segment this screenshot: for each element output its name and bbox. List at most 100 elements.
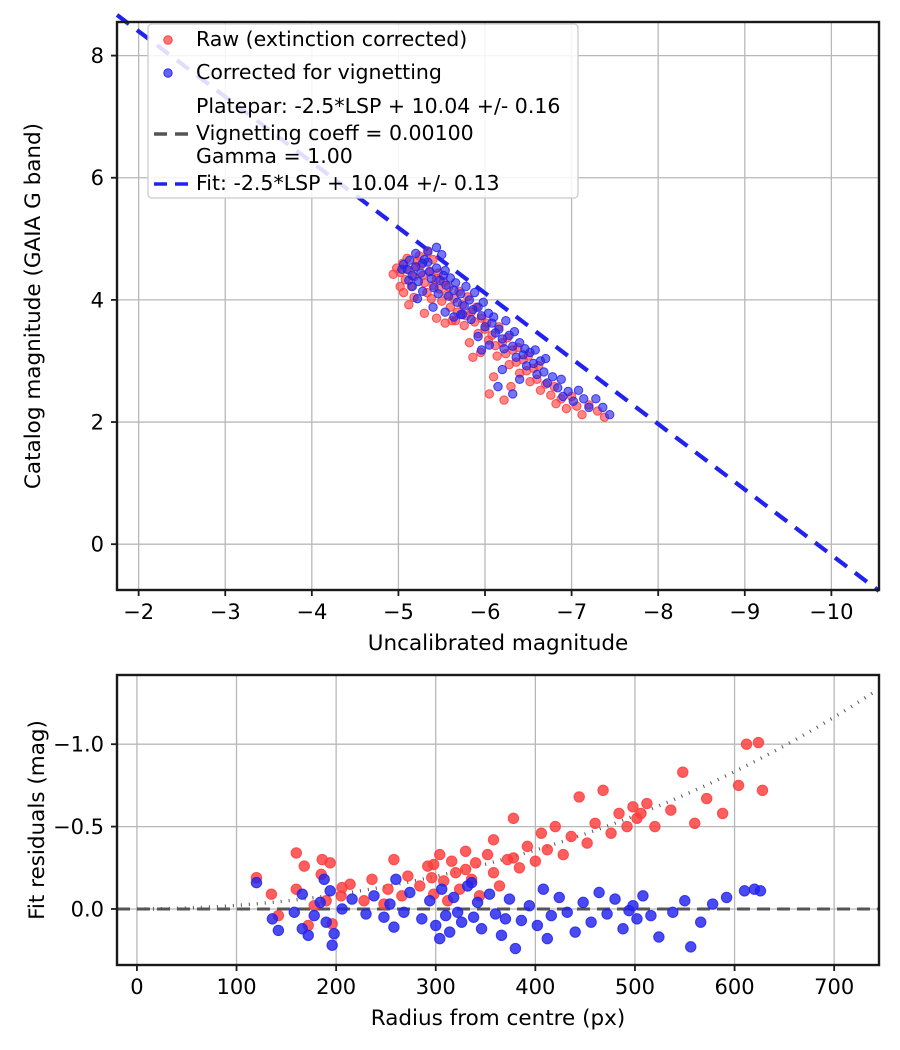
data-point	[553, 891, 565, 904]
data-point	[508, 389, 518, 399]
data-point	[509, 942, 522, 955]
x-tick-label: −10	[809, 600, 853, 624]
y-tick-label: 2	[91, 411, 104, 435]
data-point	[471, 896, 484, 909]
data-point	[288, 906, 301, 918]
data-point	[324, 885, 336, 897]
data-point	[577, 410, 587, 420]
y-tick-label: −0.5	[53, 815, 104, 839]
data-point	[621, 820, 633, 833]
data-point	[754, 885, 767, 897]
data-point	[695, 916, 707, 928]
data-point	[426, 273, 437, 284]
y-tick-label: 6	[91, 166, 104, 190]
data-point	[467, 911, 480, 923]
vignetting-curve	[136, 690, 875, 911]
data-point	[679, 895, 691, 907]
data-point	[290, 847, 302, 859]
data-point	[487, 834, 500, 846]
data-point	[581, 837, 593, 849]
data-point	[296, 888, 308, 900]
data-point	[501, 315, 511, 326]
data-point	[598, 402, 608, 413]
data-point	[738, 885, 751, 897]
data-point	[451, 906, 464, 918]
data-point	[390, 873, 402, 886]
data-point	[434, 932, 446, 945]
x-tick-label: −4	[296, 600, 327, 624]
legend-marker-dot	[163, 35, 173, 45]
data-point	[428, 858, 440, 871]
legend-label: Corrected for vignetting	[196, 60, 442, 84]
axes-frame	[115, 20, 881, 592]
data-point	[556, 374, 566, 384]
x-axis-label: Radius from centre (px)	[371, 1006, 625, 1031]
data-point	[433, 289, 443, 299]
x-tick-label: 600	[715, 975, 755, 999]
data-point	[677, 766, 689, 778]
data-point	[426, 871, 438, 884]
data-point	[605, 827, 617, 839]
data-point	[437, 249, 447, 260]
y-tick-label: 0	[91, 533, 104, 557]
data-point	[316, 853, 328, 866]
data-point	[461, 281, 471, 292]
data-point	[388, 269, 398, 279]
y-tick-label: 8	[91, 44, 104, 68]
data-point	[336, 903, 348, 915]
data-point	[579, 394, 589, 404]
data-point	[584, 402, 594, 413]
data-point	[488, 312, 499, 322]
data-point	[535, 827, 548, 839]
legend-item: Corrected for vignetting	[163, 60, 442, 84]
data-point	[388, 853, 400, 866]
data-point	[557, 848, 569, 861]
x-tick-label: 100	[216, 975, 256, 999]
data-point	[589, 817, 601, 829]
legend: Raw (extinction corrected) Corrected for …	[147, 23, 579, 199]
x-tick-label: −8	[643, 600, 674, 624]
legend-item: Vignetting coeff = 0.00100	[154, 121, 474, 145]
data-point	[514, 337, 525, 348]
data-point	[404, 275, 414, 286]
x-tick-label: 400	[515, 975, 555, 999]
scatter-series-corrected	[250, 873, 767, 955]
y-tick-label: 4	[91, 288, 104, 312]
data-point	[441, 280, 451, 290]
data-point	[601, 908, 613, 920]
data-point	[449, 312, 459, 322]
data-point	[563, 386, 573, 397]
data-point	[417, 286, 428, 297]
scatter-series-corrected	[397, 242, 615, 420]
axis-ticks: −2 −3 −4 −5 −6 −7 −8 −9 −10 0 2 4 6 8	[91, 44, 854, 624]
data-point	[265, 888, 278, 900]
data-point	[513, 862, 526, 874]
data-point	[537, 883, 550, 895]
data-point	[631, 913, 643, 925]
data-point	[412, 293, 423, 304]
legend-label: Raw (extinction corrected)	[196, 27, 467, 51]
data-point	[645, 909, 657, 922]
data-point	[700, 792, 713, 805]
data-point	[653, 931, 665, 943]
data-point	[521, 840, 534, 853]
data-point	[308, 909, 320, 922]
x-tick-label: −5	[383, 600, 414, 624]
data-point	[416, 268, 426, 278]
data-point	[541, 843, 554, 856]
y-tick-label: −1.0	[53, 733, 104, 757]
data-point	[605, 410, 615, 420]
data-point	[613, 807, 625, 820]
data-point	[336, 881, 348, 894]
data-point	[542, 378, 553, 388]
data-point	[419, 308, 430, 319]
data-point	[540, 353, 551, 364]
data-point	[641, 797, 653, 810]
data-point	[250, 876, 263, 889]
data-point	[346, 893, 358, 905]
legend-label: Platepar: -2.5*LSP + 10.04 +/- 0.16	[196, 94, 560, 118]
data-point	[561, 906, 573, 918]
data-point	[450, 278, 461, 288]
x-tick-label: −2	[123, 600, 154, 624]
data-point	[378, 911, 390, 923]
